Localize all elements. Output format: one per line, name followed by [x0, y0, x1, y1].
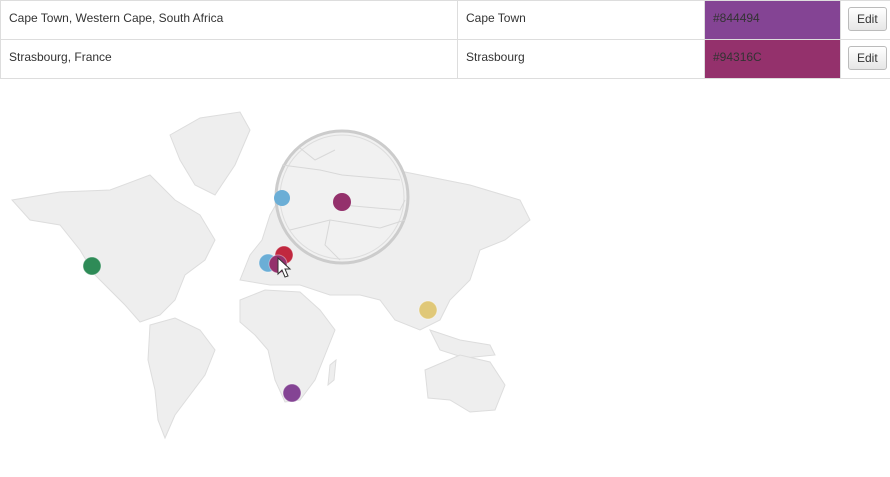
magnified-borders — [281, 147, 406, 261]
map-marker[interactable] — [418, 300, 438, 320]
map-marker[interactable] — [282, 383, 302, 403]
edit-button[interactable]: Edit — [848, 7, 887, 31]
magnified-marker[interactable] — [274, 190, 290, 206]
greenland — [169, 111, 251, 196]
australia — [424, 354, 506, 413]
edit-button[interactable]: Edit — [848, 46, 887, 70]
south-america — [147, 317, 216, 440]
cursor-icon — [277, 256, 292, 278]
table-row: Cape Town, Western Cape, South Africa Ca… — [0, 0, 890, 40]
magnifier[interactable] — [274, 129, 410, 265]
map-marker[interactable] — [82, 256, 102, 276]
markers — [82, 245, 438, 403]
africa — [239, 289, 336, 403]
southeast-asia — [429, 329, 496, 359]
address-cell: Cape Town, Western Cape, South Africa — [0, 0, 458, 40]
north-america — [11, 174, 216, 323]
table-row: Strasbourg, France Strasbourg #94316C Ed… — [0, 39, 890, 79]
color-cell: #844494 — [704, 0, 841, 40]
address-cell: Strasbourg, France — [0, 39, 458, 79]
magnified-marker-strasbourg[interactable] — [333, 193, 351, 211]
name-cell: Cape Town — [457, 0, 705, 40]
locations-table: Cape Town, Western Cape, South Africa Ca… — [0, 0, 890, 79]
madagascar — [327, 358, 337, 387]
